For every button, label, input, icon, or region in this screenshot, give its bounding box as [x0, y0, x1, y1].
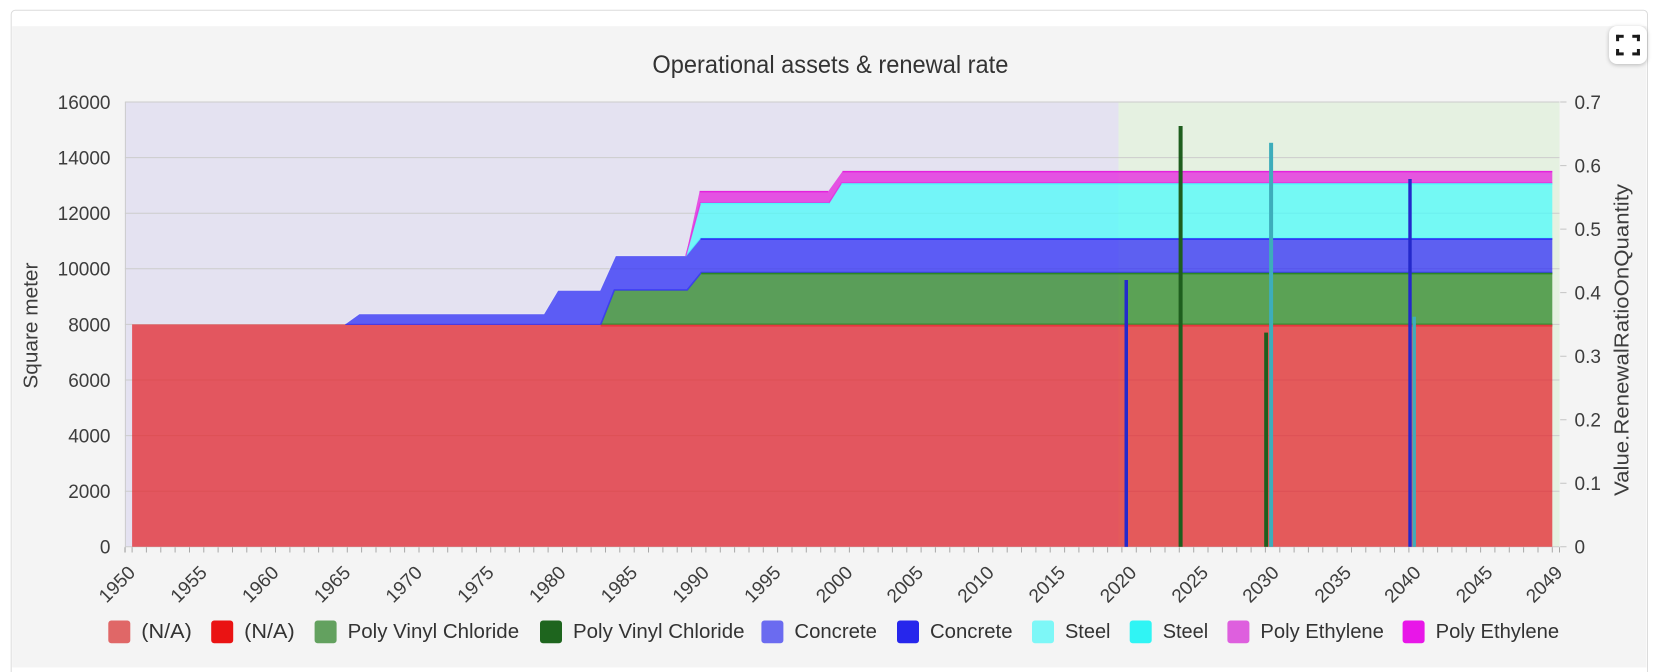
svg-text:0.5: 0.5: [1575, 220, 1601, 241]
svg-text:(N/A): (N/A): [244, 621, 295, 643]
svg-text:Poly Ethylene: Poly Ethylene: [1436, 621, 1560, 643]
svg-text:4000: 4000: [68, 427, 110, 448]
svg-text:Square meter: Square meter: [19, 262, 42, 388]
svg-text:0.7: 0.7: [1575, 93, 1601, 114]
svg-text:Value.RenewalRatioOnQuantity: Value.RenewalRatioOnQuantity: [1611, 183, 1634, 496]
svg-text:12000: 12000: [58, 204, 111, 225]
svg-text:0: 0: [100, 538, 111, 559]
svg-text:Poly Vinyl Chloride: Poly Vinyl Chloride: [348, 621, 519, 643]
svg-text:Steel: Steel: [1163, 621, 1209, 643]
svg-text:Concrete: Concrete: [794, 621, 877, 643]
svg-text:6000: 6000: [68, 371, 110, 392]
svg-text:2000: 2000: [68, 482, 110, 503]
svg-text:Poly Ethylene: Poly Ethylene: [1260, 621, 1384, 643]
svg-text:10000: 10000: [58, 260, 111, 281]
svg-text:8000: 8000: [68, 315, 110, 336]
svg-text:0.1: 0.1: [1575, 474, 1601, 495]
svg-text:0.6: 0.6: [1575, 157, 1601, 178]
svg-text:0.2: 0.2: [1575, 411, 1601, 432]
svg-text:16000: 16000: [58, 93, 111, 114]
svg-text:Poly Vinyl Chloride: Poly Vinyl Chloride: [573, 621, 745, 643]
svg-text:0.4: 0.4: [1575, 284, 1602, 305]
svg-text:(N/A): (N/A): [141, 621, 192, 643]
svg-text:0: 0: [1575, 538, 1586, 559]
svg-text:Concrete: Concrete: [930, 621, 1013, 643]
svg-text:Operational assets & renewal r: Operational assets & renewal rate: [652, 51, 1008, 79]
svg-text:0.3: 0.3: [1575, 347, 1601, 368]
svg-text:14000: 14000: [58, 149, 111, 170]
svg-text:Steel: Steel: [1065, 621, 1111, 643]
